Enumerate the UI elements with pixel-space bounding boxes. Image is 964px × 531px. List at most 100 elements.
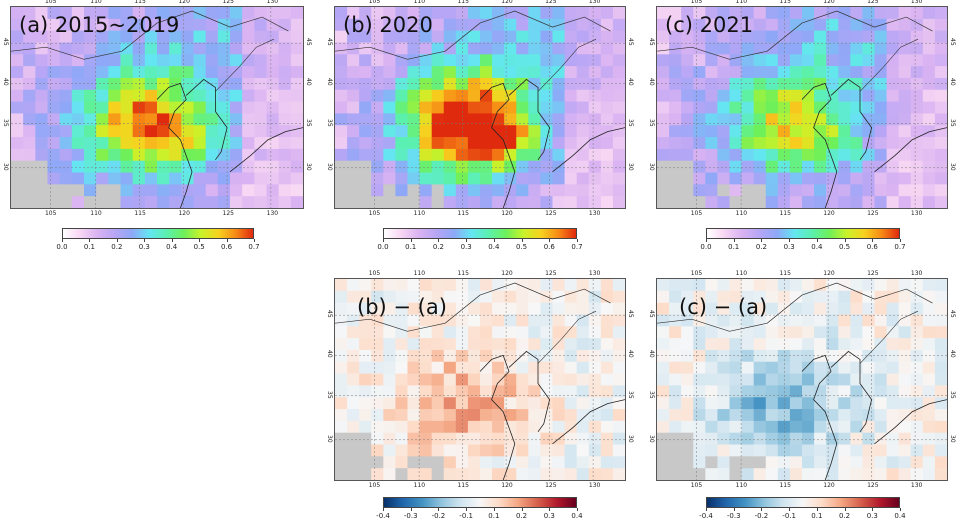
grid-cell (516, 113, 529, 126)
grid-cell (242, 30, 255, 44)
grid-cell (898, 101, 912, 115)
grid-cell (443, 279, 457, 292)
grid-cell (96, 137, 109, 150)
grid-cell (395, 302, 409, 316)
grid-cell (576, 113, 590, 126)
grid-cell (480, 160, 493, 174)
grid-cell (850, 456, 864, 469)
grid-cell (230, 30, 243, 44)
grid-cell (777, 66, 791, 79)
grid-cell (230, 101, 243, 115)
grid-cell (278, 66, 292, 79)
grid-cell (552, 101, 566, 115)
lon-tick-top: 125 (545, 270, 557, 277)
grid-cell (802, 420, 815, 434)
grid-cell (717, 160, 731, 174)
grid-cell (669, 314, 682, 327)
grid-cell (729, 7, 743, 20)
grid-cell (705, 302, 719, 316)
grid-cell (802, 314, 815, 327)
colorbar-tick-mark (844, 508, 846, 511)
grid-cell (347, 160, 360, 174)
grid-cell (157, 184, 170, 197)
grid-cell (753, 18, 767, 32)
grid-cell (838, 397, 851, 410)
grid-cell (693, 373, 706, 387)
lon-tick-bottom: 110 (735, 210, 748, 217)
grid-cell (443, 101, 457, 115)
grid-cell (23, 18, 36, 32)
grid-cell (407, 373, 421, 387)
grid-cell (335, 184, 348, 197)
colorbar-tick-mark (872, 239, 874, 242)
grid-cell (681, 77, 694, 91)
grid-cell (455, 397, 469, 410)
grid-cell (35, 125, 49, 138)
lon-tick-bottom: 125 (545, 482, 557, 489)
grid-cell (540, 432, 554, 446)
grid-cell (681, 42, 694, 55)
grid-cell (359, 30, 372, 44)
grid-cell (120, 66, 134, 79)
grid-cell (600, 349, 614, 363)
grid-cell (266, 125, 280, 138)
grid-cell (681, 468, 694, 480)
grid-cell (371, 125, 384, 138)
colorbar-tick-label: 0.4 (571, 512, 583, 520)
grid-cell (874, 77, 888, 91)
grid-cell (705, 385, 719, 398)
grid-cell (789, 302, 803, 316)
grid-cell (765, 101, 779, 115)
grid-cell (588, 468, 602, 480)
grid-cell (71, 172, 85, 185)
grid-cell (564, 172, 578, 185)
grid-cell (383, 361, 397, 375)
grid-cell (193, 137, 207, 150)
grid-cell (467, 42, 481, 55)
grid-cell (242, 89, 255, 103)
grid-cell (205, 172, 219, 185)
grid-cell (419, 125, 433, 138)
grid-cell (681, 302, 694, 316)
grid-cell (898, 89, 912, 103)
japan-coastline (552, 127, 625, 173)
grid-cell (693, 89, 706, 103)
grid-cell (540, 468, 554, 480)
colorbar-tick-mark (577, 239, 578, 242)
grid-cell (108, 125, 122, 138)
grid-cell (71, 160, 85, 174)
grid-cell (35, 89, 49, 103)
grid-cell (431, 338, 445, 351)
grid-cell (205, 30, 219, 44)
grid-cell (480, 30, 493, 44)
grid-cell (850, 338, 864, 351)
grid-cell (59, 54, 73, 67)
lon-tick-bottom: 130 (588, 482, 601, 489)
grid-cell (552, 361, 566, 375)
grid-cell (492, 7, 505, 20)
grid-cell (335, 66, 348, 79)
grid-cell (359, 125, 372, 138)
grid-cell (290, 101, 303, 115)
grid-cell (492, 302, 505, 316)
grid-cell (395, 397, 409, 410)
grid-cell (193, 54, 207, 67)
coastline (479, 354, 516, 480)
grid-cell (789, 172, 803, 185)
grid-cell (480, 54, 493, 67)
korea-coastline (830, 78, 873, 161)
grid-cell (729, 184, 743, 197)
grid-cell (120, 77, 134, 91)
grid-cell (181, 184, 195, 197)
grid-cell (431, 7, 445, 20)
grid-cell (492, 113, 505, 126)
grid-cell (693, 66, 706, 79)
grid-cell (157, 7, 170, 20)
grid-cell (717, 66, 731, 79)
grid-cell (814, 196, 827, 208)
grid-cell (600, 7, 614, 20)
grid-cell (693, 54, 706, 67)
grid-cell (335, 468, 348, 480)
grid-cell (254, 101, 268, 115)
grid-cell (528, 137, 542, 150)
